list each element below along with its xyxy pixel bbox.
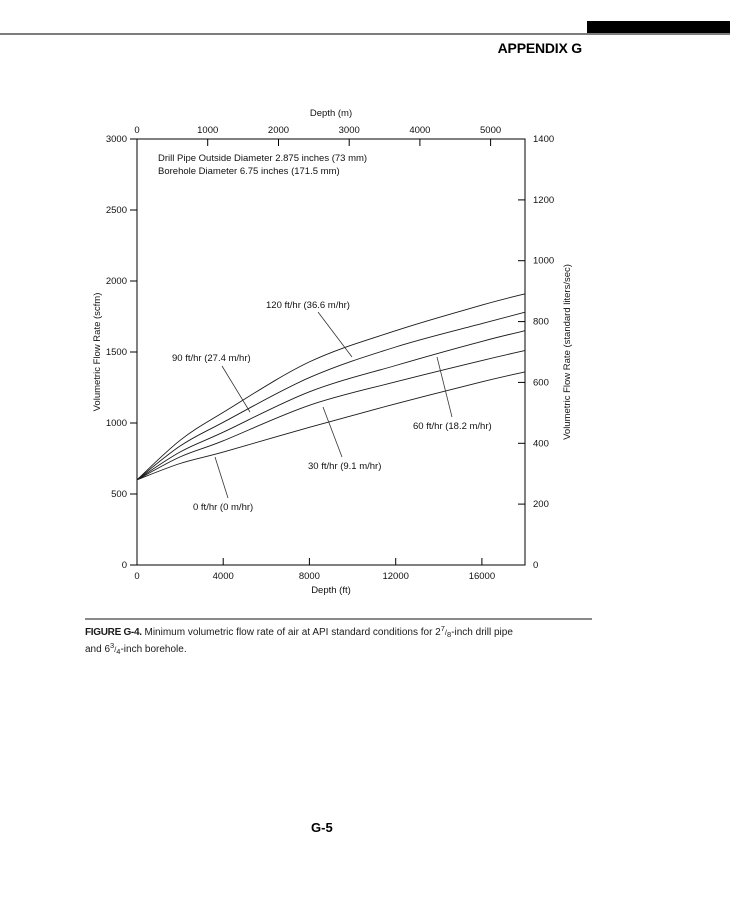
caption-seg3: -inch borehole.	[120, 644, 187, 655]
y-axis-tick-label: 1000	[106, 418, 127, 429]
series-label: 0 ft/hr (0 m/hr)	[193, 502, 253, 513]
series-line	[136, 293, 526, 481]
right-axis-title: Volumetric Flow Rate (standard liters/se…	[562, 264, 573, 440]
caption-frac2-num: 3	[110, 641, 115, 650]
figure-caption: FIGURE G-4. Minimum volumetric flow rate…	[85, 624, 525, 658]
header-black-bar	[587, 21, 730, 33]
x-axis-tick-label: 4000	[213, 571, 234, 582]
x-axis-tick-label: 12000	[382, 571, 408, 582]
series-label-leader	[322, 406, 343, 458]
y-axis-tick-label: 2000	[106, 276, 127, 287]
top-axis-tick-label: 2000	[268, 125, 289, 136]
series-label-leader	[317, 311, 353, 358]
appendix-title: APPENDIX G	[497, 40, 583, 56]
top-axis-tick-label: 1000	[197, 125, 218, 136]
figure-caption-label: FIGURE G-4.	[85, 627, 142, 638]
top-axis-tick-label: 3000	[339, 125, 360, 136]
top-axis-title: Depth (m)	[310, 108, 352, 119]
chart-annotation: Drill Pipe Outside Diameter 2.875 inches…	[158, 153, 367, 164]
y-axis-tick-label: 500	[111, 489, 127, 500]
caption-frac1-den: 8	[447, 630, 452, 639]
x-axis-title: Depth (ft)	[311, 585, 351, 596]
y-axis-tick-label: 0	[122, 560, 127, 571]
right-axis-tick-label: 400	[533, 438, 549, 449]
caption-frac2-den: 4	[116, 647, 121, 656]
right-axis-tick-label: 600	[533, 377, 549, 388]
x-axis-tick-label: 16000	[469, 571, 495, 582]
series-label: 60 ft/hr (18.2 m/hr)	[413, 421, 492, 432]
series-label-leader	[214, 456, 229, 499]
right-axis-tick-label: 200	[533, 499, 549, 510]
series-line	[136, 330, 526, 481]
right-axis-tick-label: 1400	[533, 134, 554, 145]
right-axis-tick-label: 800	[533, 317, 549, 328]
x-axis-tick-label: 0	[134, 571, 139, 582]
y-axis-tick-label: 3000	[106, 134, 127, 145]
y-axis-title: Volumetric Flow Rate (scfm)	[92, 293, 103, 412]
caption-seg2: -inch drill pipe and 6	[85, 627, 513, 655]
right-axis-tick-label: 1200	[533, 195, 554, 206]
series-label: 120 ft/hr (36.6 m/hr)	[266, 300, 350, 311]
series-label: 30 ft/hr (9.1 m/hr)	[308, 461, 381, 472]
series-line	[136, 311, 526, 481]
series-line	[136, 371, 526, 481]
header-rule	[0, 33, 730, 35]
caption-frac2-slash: /	[114, 645, 117, 654]
y-axis-tick-label: 2500	[106, 205, 127, 216]
y-axis-tick-label: 1500	[106, 347, 127, 358]
caption-frac1-slash: /	[444, 628, 448, 637]
top-axis-tick-label: 4000	[409, 125, 430, 136]
series-label-leader	[221, 365, 251, 413]
top-axis-tick-label: 0	[134, 125, 139, 136]
x-axis-tick-label: 8000	[299, 571, 320, 582]
series-line	[136, 350, 526, 481]
right-axis-tick-label: 1000	[533, 256, 554, 267]
chart-annotation: Borehole Diameter 6.75 inches (171.5 mm)	[158, 166, 340, 177]
page-number: G-5	[311, 820, 333, 835]
right-axis-tick-label: 0	[533, 560, 538, 571]
series-label-leader	[436, 356, 453, 418]
series-label: 90 ft/hr (27.4 m/hr)	[172, 353, 251, 364]
caption-rule	[85, 618, 592, 620]
caption-frac1-num: 7	[440, 624, 445, 633]
caption-seg1: Minimum volumetric flow rate of air at A…	[144, 627, 441, 638]
top-axis-tick-label: 5000	[480, 125, 501, 136]
